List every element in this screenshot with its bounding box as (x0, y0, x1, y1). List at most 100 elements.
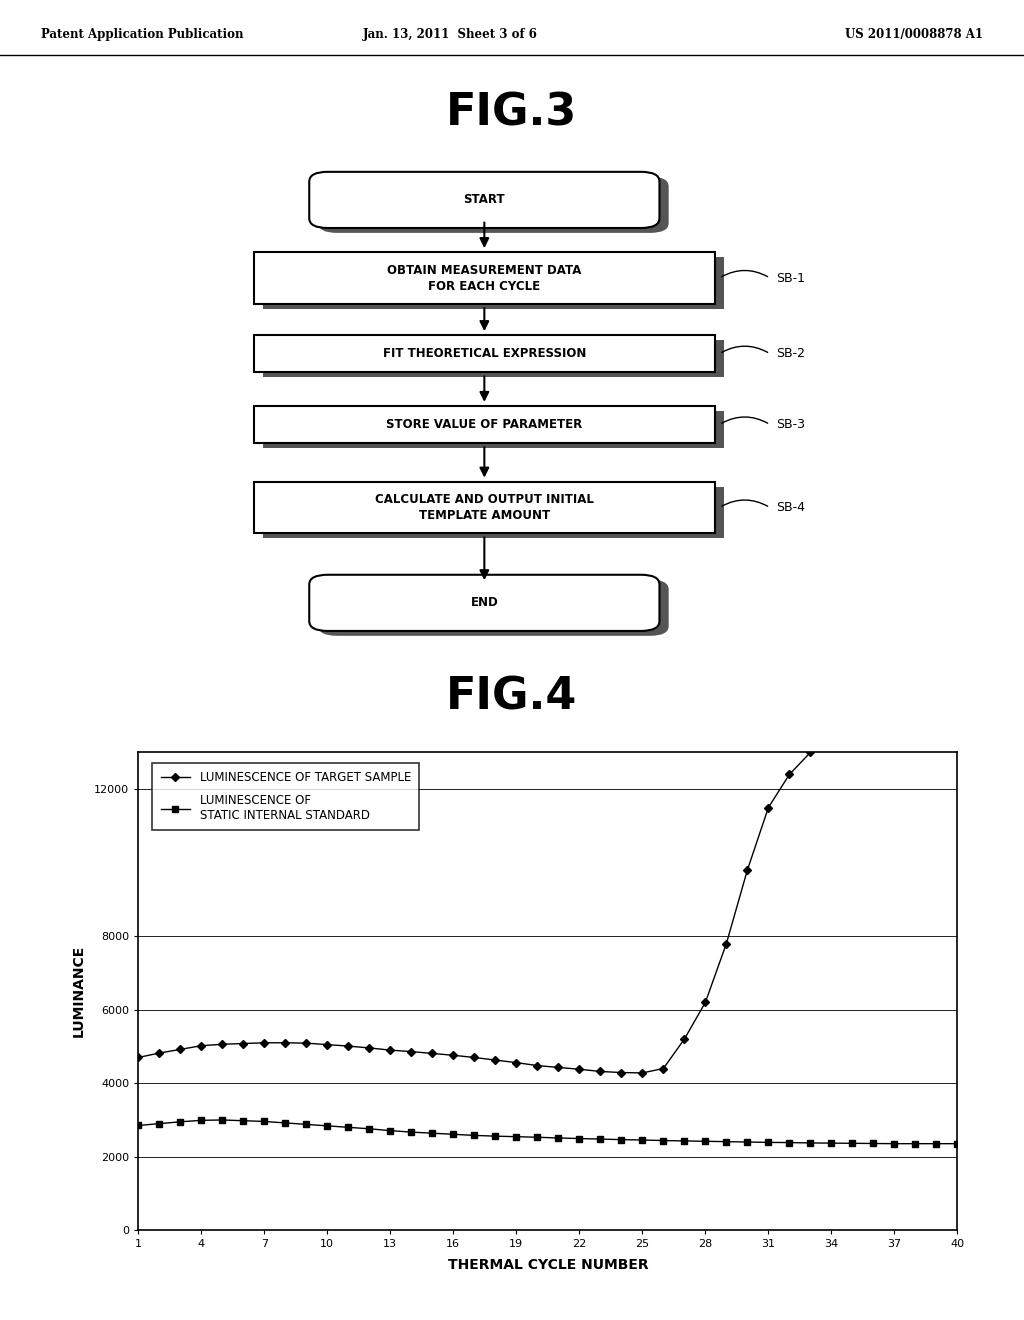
LUMINESCENCE OF
STATIC INTERNAL STANDARD (804, 1135, 816, 1151)
LUMINESCENCE OF TARGET SAMPLE (132, 1049, 144, 1065)
LUMINESCENCE OF
STATIC INTERNAL STANDARD (258, 1114, 270, 1130)
LUMINESCENCE OF
STATIC INTERNAL STANDARD (238, 1113, 250, 1129)
LUMINESCENCE OF
STATIC INTERNAL STANDARD (699, 1134, 712, 1150)
Text: FIT THEORETICAL EXPRESSION: FIT THEORETICAL EXPRESSION (383, 347, 586, 360)
LUMINESCENCE OF TARGET SAMPLE (216, 1036, 228, 1052)
LUMINESCENCE OF
STATIC INTERNAL STANDARD (468, 1127, 480, 1143)
LUMINESCENCE OF
STATIC INTERNAL STANDARD (552, 1130, 564, 1146)
LUMINESCENCE OF
STATIC INTERNAL STANDARD (174, 1114, 186, 1130)
LUMINESCENCE OF TARGET SAMPLE (615, 1065, 628, 1081)
Text: SB-2: SB-2 (776, 347, 806, 360)
LUMINESCENCE OF TARGET SAMPLE (783, 767, 796, 783)
LUMINESCENCE OF TARGET SAMPLE (489, 1052, 502, 1068)
FancyBboxPatch shape (309, 172, 659, 228)
Text: START: START (464, 194, 505, 206)
LUMINESCENCE OF TARGET SAMPLE (322, 1036, 334, 1052)
LUMINESCENCE OF TARGET SAMPLE (951, 719, 964, 735)
LUMINESCENCE OF TARGET SAMPLE (909, 719, 922, 735)
LUMINESCENCE OF
STATIC INTERNAL STANDARD (300, 1117, 312, 1133)
Line: LUMINESCENCE OF
STATIC INTERNAL STANDARD: LUMINESCENCE OF STATIC INTERNAL STANDARD (135, 1117, 961, 1147)
LUMINESCENCE OF TARGET SAMPLE (384, 1043, 396, 1059)
LUMINESCENCE OF
STATIC INTERNAL STANDARD (322, 1118, 334, 1134)
LUMINESCENCE OF TARGET SAMPLE (154, 1045, 166, 1061)
LUMINESCENCE OF
STATIC INTERNAL STANDARD (384, 1123, 396, 1139)
Line: LUMINESCENCE OF TARGET SAMPLE: LUMINESCENCE OF TARGET SAMPLE (135, 723, 961, 1076)
FancyBboxPatch shape (318, 579, 669, 636)
LUMINESCENCE OF
STATIC INTERNAL STANDARD (364, 1121, 376, 1137)
FancyBboxPatch shape (318, 177, 669, 232)
LUMINESCENCE OF TARGET SAMPLE (678, 1031, 690, 1047)
LUMINESCENCE OF TARGET SAMPLE (699, 994, 712, 1010)
LUMINESCENCE OF
STATIC INTERNAL STANDARD (280, 1115, 292, 1131)
LUMINESCENCE OF
STATIC INTERNAL STANDARD (951, 1135, 964, 1151)
LUMINESCENCE OF TARGET SAMPLE (594, 1064, 606, 1080)
LUMINESCENCE OF TARGET SAMPLE (342, 1038, 354, 1053)
LUMINESCENCE OF
STATIC INTERNAL STANDARD (762, 1134, 774, 1150)
LUMINESCENCE OF TARGET SAMPLE (364, 1040, 376, 1056)
Legend: LUMINESCENCE OF TARGET SAMPLE, LUMINESCENCE OF
STATIC INTERNAL STANDARD: LUMINESCENCE OF TARGET SAMPLE, LUMINESCE… (153, 763, 419, 830)
FancyBboxPatch shape (254, 482, 715, 533)
Text: SB-4: SB-4 (776, 502, 806, 513)
LUMINESCENCE OF TARGET SAMPLE (447, 1047, 460, 1063)
LUMINESCENCE OF
STATIC INTERNAL STANDARD (636, 1133, 648, 1148)
LUMINESCENCE OF
STATIC INTERNAL STANDARD (426, 1125, 438, 1140)
LUMINESCENCE OF TARGET SAMPLE (888, 722, 900, 738)
LUMINESCENCE OF TARGET SAMPLE (636, 1065, 648, 1081)
Text: Patent Application Publication: Patent Application Publication (41, 28, 244, 41)
LUMINESCENCE OF TARGET SAMPLE (867, 722, 880, 738)
LUMINESCENCE OF
STATIC INTERNAL STANDARD (216, 1111, 228, 1127)
LUMINESCENCE OF
STATIC INTERNAL STANDARD (846, 1135, 858, 1151)
LUMINESCENCE OF TARGET SAMPLE (552, 1060, 564, 1076)
LUMINESCENCE OF TARGET SAMPLE (930, 719, 942, 735)
LUMINESCENCE OF TARGET SAMPLE (238, 1036, 250, 1052)
LUMINESCENCE OF
STATIC INTERNAL STANDARD (573, 1131, 586, 1147)
LUMINESCENCE OF
STATIC INTERNAL STANDARD (615, 1131, 628, 1147)
LUMINESCENCE OF TARGET SAMPLE (741, 862, 754, 878)
LUMINESCENCE OF
STATIC INTERNAL STANDARD (406, 1125, 418, 1140)
LUMINESCENCE OF
STATIC INTERNAL STANDARD (657, 1133, 670, 1148)
LUMINESCENCE OF TARGET SAMPLE (406, 1044, 418, 1060)
LUMINESCENCE OF TARGET SAMPLE (510, 1055, 522, 1071)
LUMINESCENCE OF
STATIC INTERNAL STANDARD (154, 1115, 166, 1131)
LUMINESCENCE OF TARGET SAMPLE (762, 800, 774, 816)
LUMINESCENCE OF
STATIC INTERNAL STANDARD (531, 1130, 544, 1146)
LUMINESCENCE OF
STATIC INTERNAL STANDARD (342, 1119, 354, 1135)
LUMINESCENCE OF
STATIC INTERNAL STANDARD (678, 1133, 690, 1148)
FancyBboxPatch shape (263, 411, 724, 447)
LUMINESCENCE OF
STATIC INTERNAL STANDARD (783, 1135, 796, 1151)
FancyBboxPatch shape (254, 335, 715, 372)
LUMINESCENCE OF TARGET SAMPLE (280, 1035, 292, 1051)
LUMINESCENCE OF
STATIC INTERNAL STANDARD (132, 1118, 144, 1134)
LUMINESCENCE OF TARGET SAMPLE (468, 1049, 480, 1065)
Text: FIG.3: FIG.3 (446, 91, 578, 135)
LUMINESCENCE OF
STATIC INTERNAL STANDARD (720, 1134, 732, 1150)
X-axis label: THERMAL CYCLE NUMBER: THERMAL CYCLE NUMBER (447, 1258, 648, 1271)
LUMINESCENCE OF
STATIC INTERNAL STANDARD (741, 1134, 754, 1150)
LUMINESCENCE OF TARGET SAMPLE (825, 734, 838, 750)
Text: OBTAIN MEASUREMENT DATA
FOR EACH CYCLE: OBTAIN MEASUREMENT DATA FOR EACH CYCLE (387, 264, 582, 293)
LUMINESCENCE OF TARGET SAMPLE (531, 1057, 544, 1073)
Text: FIG.4: FIG.4 (446, 676, 578, 718)
LUMINESCENCE OF
STATIC INTERNAL STANDARD (196, 1113, 208, 1129)
LUMINESCENCE OF
STATIC INTERNAL STANDARD (447, 1126, 460, 1142)
Text: STORE VALUE OF PARAMETER: STORE VALUE OF PARAMETER (386, 418, 583, 432)
LUMINESCENCE OF TARGET SAMPLE (300, 1035, 312, 1051)
FancyBboxPatch shape (263, 487, 724, 539)
LUMINESCENCE OF TARGET SAMPLE (573, 1061, 586, 1077)
LUMINESCENCE OF
STATIC INTERNAL STANDARD (510, 1129, 522, 1144)
Text: SB-3: SB-3 (776, 418, 806, 432)
LUMINESCENCE OF
STATIC INTERNAL STANDARD (909, 1135, 922, 1151)
LUMINESCENCE OF TARGET SAMPLE (258, 1035, 270, 1051)
Text: US 2011/0008878 A1: US 2011/0008878 A1 (845, 28, 983, 41)
LUMINESCENCE OF TARGET SAMPLE (846, 726, 858, 742)
Text: CALCULATE AND OUTPUT INITIAL
TEMPLATE AMOUNT: CALCULATE AND OUTPUT INITIAL TEMPLATE AM… (375, 494, 594, 523)
FancyBboxPatch shape (309, 574, 659, 631)
LUMINESCENCE OF
STATIC INTERNAL STANDARD (930, 1135, 942, 1151)
LUMINESCENCE OF TARGET SAMPLE (657, 1060, 670, 1076)
LUMINESCENCE OF
STATIC INTERNAL STANDARD (489, 1129, 502, 1144)
LUMINESCENCE OF TARGET SAMPLE (174, 1041, 186, 1057)
LUMINESCENCE OF TARGET SAMPLE (426, 1045, 438, 1061)
LUMINESCENCE OF TARGET SAMPLE (720, 936, 732, 952)
LUMINESCENCE OF
STATIC INTERNAL STANDARD (888, 1135, 900, 1151)
FancyBboxPatch shape (254, 407, 715, 444)
